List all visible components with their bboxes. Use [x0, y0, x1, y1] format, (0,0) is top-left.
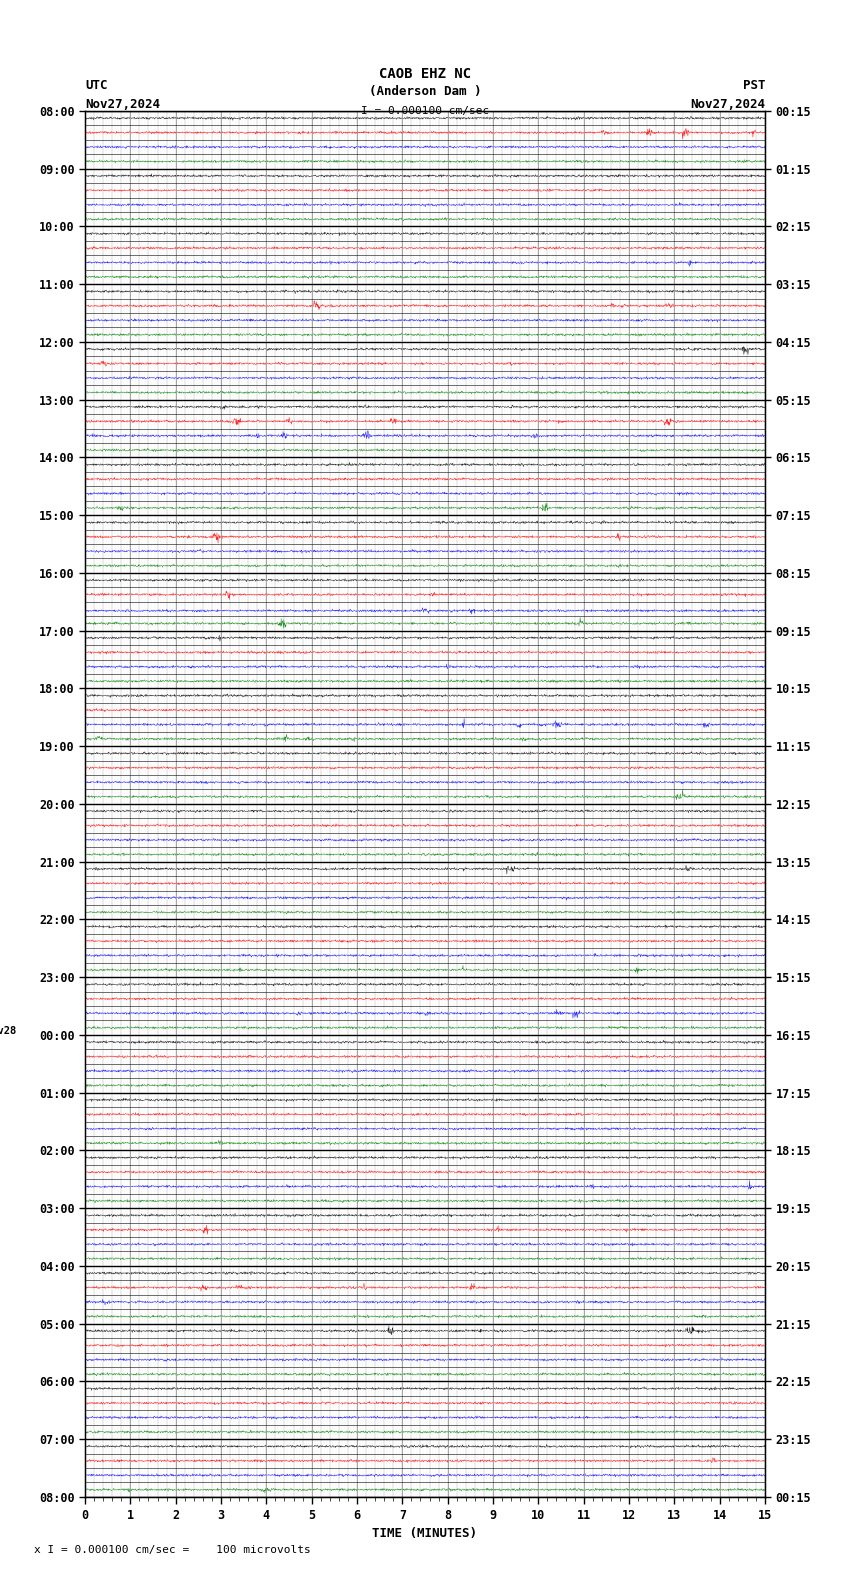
Text: (Anderson Dam ): (Anderson Dam )	[369, 86, 481, 98]
Text: x I = 0.000100 cm/sec =    100 microvolts: x I = 0.000100 cm/sec = 100 microvolts	[34, 1546, 311, 1555]
Text: Nov27,2024: Nov27,2024	[690, 98, 765, 111]
Text: I = 0.000100 cm/sec: I = 0.000100 cm/sec	[361, 106, 489, 116]
Text: CAOB EHZ NC: CAOB EHZ NC	[379, 67, 471, 81]
Text: UTC: UTC	[85, 79, 107, 92]
Text: PST: PST	[743, 79, 765, 92]
Text: Nov28: Nov28	[0, 1025, 17, 1036]
X-axis label: TIME (MINUTES): TIME (MINUTES)	[372, 1527, 478, 1540]
Text: Nov27,2024: Nov27,2024	[85, 98, 160, 111]
